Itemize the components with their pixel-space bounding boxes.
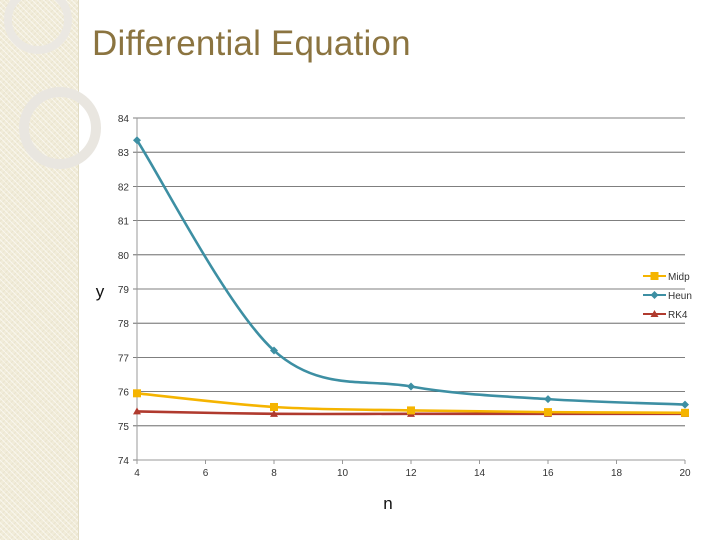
series-heun — [133, 136, 689, 409]
x-tick-label: 14 — [474, 468, 486, 479]
y-tick-label: 79 — [118, 285, 130, 296]
data-point-heun — [133, 136, 141, 145]
x-tick-label: 18 — [611, 468, 623, 479]
data-point-rk4 — [270, 409, 278, 417]
x-tick-label: 12 — [405, 468, 417, 479]
series — [133, 136, 689, 417]
legend-swatch-marker — [650, 291, 659, 299]
y-tick-label: 78 — [118, 319, 130, 330]
legend-item-rk4: RK4 — [643, 310, 688, 321]
x-tick-label: 6 — [203, 468, 209, 479]
data-point-heun — [270, 346, 278, 355]
y-tick-label: 84 — [118, 114, 130, 125]
y-tick-label: 80 — [118, 251, 130, 262]
data-point-heun — [407, 382, 415, 391]
y-tick-label: 82 — [118, 182, 130, 193]
y-tick-label: 83 — [118, 148, 130, 159]
y-tick-labels: 74 75 76 77 78 79 80 81 82 83 84 — [118, 114, 130, 467]
data-point-midp — [681, 408, 689, 417]
x-axis-label: n — [383, 494, 392, 513]
y-tick-label: 74 — [118, 456, 130, 467]
y-tick-label: 75 — [118, 422, 130, 433]
legend-swatch-marker — [650, 272, 659, 280]
legend-label: Heun — [668, 291, 692, 302]
legend-swatch-marker — [650, 310, 659, 317]
y-tick-label: 77 — [118, 353, 130, 364]
series-line-heun — [135, 139, 686, 406]
data-point-midp — [270, 402, 278, 411]
slide-title: Differential Equation — [92, 24, 411, 63]
y-tick-label: 81 — [118, 217, 130, 228]
legend-label: RK4 — [668, 310, 688, 321]
y-axis-label: y — [96, 282, 105, 301]
data-point-heun — [544, 395, 552, 404]
x-tick-label: 4 — [134, 468, 140, 479]
data-point-midp — [407, 406, 415, 415]
x-tick-label: 8 — [271, 468, 277, 479]
legend: Midp Heun RK4 — [643, 272, 692, 321]
x-tick-label: 16 — [542, 468, 554, 479]
legend-label: Midp — [668, 272, 690, 283]
legend-item-heun: Heun — [643, 291, 692, 302]
legend-item-midp: Midp — [643, 272, 690, 283]
data-point-rk4 — [133, 407, 141, 415]
data-point-midp — [133, 389, 141, 398]
x-tick-labels: 4 6 8 10 12 14 16 18 20 — [134, 460, 691, 479]
y-tick-label: 76 — [118, 388, 130, 399]
data-point-midp — [544, 408, 552, 417]
data-point-heun — [681, 400, 689, 409]
x-tick-label: 20 — [679, 468, 691, 479]
x-tick-label: 10 — [337, 468, 349, 479]
decorative-circles — [4, 0, 101, 169]
series-midp — [133, 389, 689, 417]
